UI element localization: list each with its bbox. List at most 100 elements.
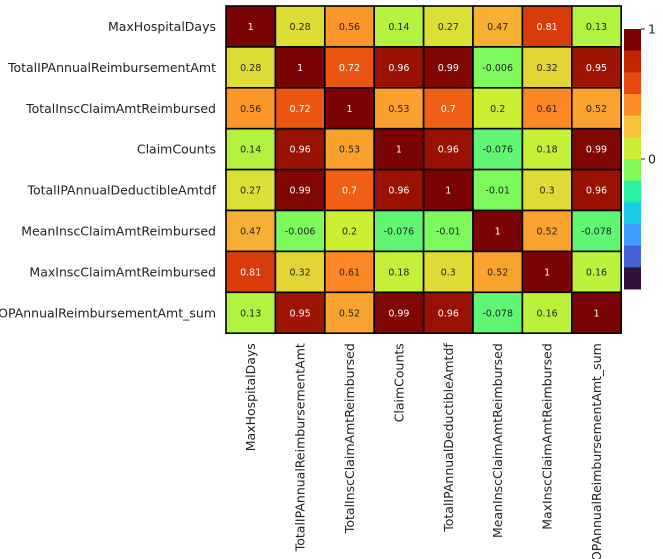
cell-value-label: 0.99 xyxy=(438,63,459,74)
heatmap-cell xyxy=(521,87,573,130)
heatmap-cell xyxy=(373,46,425,89)
cell-value-label: 0.32 xyxy=(290,267,311,278)
column-tick-label: MaxHospitalDays xyxy=(243,343,258,451)
heatmap-cell xyxy=(521,250,573,294)
cell-value-label: 0.96 xyxy=(586,186,607,197)
heatmap-cells: 1 0.28 0.56 0.14 0.27 0.47 0.81 0.13 0.28 1 0.72 0.… xyxy=(225,5,622,334)
cell-value-label: -0.01 xyxy=(436,226,461,237)
cell-value-label: 0.99 xyxy=(290,186,311,197)
heatmap-cell xyxy=(323,250,375,294)
cell-value-label: 0.13 xyxy=(586,22,607,33)
colorbar-segment xyxy=(624,245,641,268)
cell-value-label: 0.96 xyxy=(290,145,311,156)
column-tick-label: ClaimCounts xyxy=(391,343,406,422)
colorbar-segment xyxy=(624,267,641,290)
heatmap-cell xyxy=(422,168,474,212)
cell-value-label: 0.27 xyxy=(438,22,459,33)
cell-value-label: 0.56 xyxy=(240,104,261,115)
colorbar-segment xyxy=(624,137,641,160)
cell-value-label: -0.078 xyxy=(581,226,612,237)
colorbar-segment xyxy=(624,202,641,225)
cell-value-label: 0.53 xyxy=(339,145,360,156)
heatmap-cell xyxy=(225,87,277,130)
cell-value-label: -0.078 xyxy=(482,308,513,319)
cell-value-label: -0.006 xyxy=(285,226,316,237)
colorbar-segment xyxy=(624,224,641,247)
cell-value-label: 0.52 xyxy=(586,104,607,115)
cell-value-label: 0.27 xyxy=(240,186,261,197)
colorbar-segment xyxy=(624,115,641,138)
heatmap-cell xyxy=(472,209,524,253)
cell-value-label: 1 xyxy=(544,267,550,278)
column-labels: MaxHospitalDays TotalIPAnnualReimbursemen… xyxy=(243,343,604,559)
cell-value-label: 0.52 xyxy=(339,308,360,319)
cell-value-label: 0.13 xyxy=(240,308,261,319)
cell-value-label: 0.96 xyxy=(438,145,459,156)
heatmap-cell xyxy=(373,87,425,130)
heatmap-cell xyxy=(570,5,622,48)
heatmap-cell xyxy=(422,250,474,294)
row-tick-label: TotalIPAnnualReimbursementAmt xyxy=(7,60,216,75)
heatmap-cell xyxy=(422,127,474,171)
heatmap-cell xyxy=(570,209,622,253)
cell-value-label: 0.61 xyxy=(339,267,360,278)
cell-value-label: 0.47 xyxy=(240,226,261,237)
heatmap-cell xyxy=(472,5,524,48)
cell-value-label: 0.53 xyxy=(388,104,409,115)
cell-value-label: 0.14 xyxy=(240,145,261,156)
row-tick-label: TotalInscClaimAmtReimbursed xyxy=(25,101,216,116)
column-tick-label: OPAnnualReimbursementAmt_sum xyxy=(589,343,604,559)
cell-value-label: -0.076 xyxy=(482,145,513,156)
heatmap-cell xyxy=(274,46,326,89)
row-tick-label: MaxInscClaimAmtReimbursed xyxy=(29,264,216,279)
cell-value-label: 0.28 xyxy=(240,63,261,74)
cell-value-label: 0.61 xyxy=(537,104,558,115)
cell-value-label: 0.3 xyxy=(441,267,456,278)
cell-value-label: 1 xyxy=(248,22,254,33)
row-labels: MaxHospitalDays TotalIPAnnualReimbursemen… xyxy=(0,19,217,320)
cell-value-label: 0.99 xyxy=(388,308,409,319)
column-tick-label: TotalIPAnnualDeductibleAmtdf xyxy=(441,343,456,533)
heatmap-cell xyxy=(472,46,524,89)
heatmap-cell xyxy=(225,5,277,48)
row-tick-label: ClaimCounts xyxy=(137,142,216,157)
colorbar-segment xyxy=(624,72,641,95)
cell-value-label: 0.14 xyxy=(388,22,409,33)
heatmap-cell xyxy=(570,87,622,130)
cell-value-label: 0.16 xyxy=(586,267,607,278)
cell-value-label: 0.95 xyxy=(586,63,607,74)
cell-value-label: 0.18 xyxy=(388,267,409,278)
colorbar-segment xyxy=(624,94,641,117)
cell-value-label: 0.7 xyxy=(342,186,357,197)
column-tick-label: TotalIPAnnualReimbursementAmt xyxy=(293,343,308,552)
cell-value-label: 0.32 xyxy=(537,63,558,74)
colorbar: 10 xyxy=(624,22,656,290)
cell-value-label: 0.2 xyxy=(342,226,357,237)
cell-value-label: 0.28 xyxy=(290,22,311,33)
cell-value-label: 0.7 xyxy=(441,104,456,115)
cell-value-label: 0.56 xyxy=(339,22,360,33)
heatmap-cell xyxy=(570,250,622,294)
cell-value-label: 0.52 xyxy=(487,267,508,278)
heatmap-cell xyxy=(323,291,375,334)
row-tick-label: TotalIPAnnualDeductibleAmtdf xyxy=(26,183,216,198)
cell-value-label: 0.81 xyxy=(537,22,558,33)
cell-value-label: 1 xyxy=(495,226,501,237)
cell-value-label: 0.72 xyxy=(290,104,311,115)
cell-value-label: 0.18 xyxy=(537,145,558,156)
heatmap-cell xyxy=(570,46,622,89)
column-tick-label: MeanInscClaimAmtReimbursed xyxy=(490,343,505,538)
colorbar-tick-label: 0 xyxy=(648,152,656,167)
colorbar-segment xyxy=(624,29,641,52)
cell-value-label: 0.52 xyxy=(537,226,558,237)
column-tick-label: TotalInscClaimAmtReimbursed xyxy=(342,343,357,534)
heatmap-cell xyxy=(472,291,524,334)
colorbar-segment xyxy=(624,180,641,203)
cell-value-label: 0.16 xyxy=(537,308,558,319)
heatmap-cell xyxy=(472,250,524,294)
cell-value-label: 1 xyxy=(396,145,402,156)
heatmap-cell xyxy=(373,168,425,212)
cell-value-label: 0.95 xyxy=(290,308,311,319)
cell-value-label: 1 xyxy=(297,63,303,74)
colorbar-tick-label: 1 xyxy=(648,22,656,37)
